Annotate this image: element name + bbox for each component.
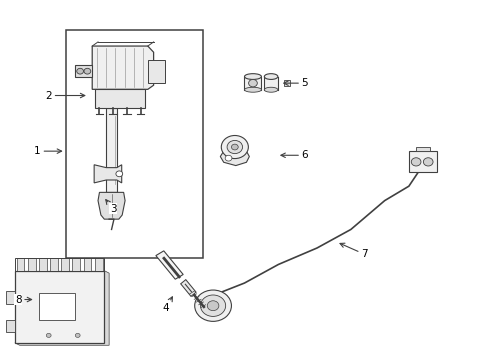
Circle shape <box>226 140 242 154</box>
Circle shape <box>224 155 231 161</box>
Bar <box>408 151 436 172</box>
Bar <box>415 147 429 151</box>
Text: 6: 6 <box>280 150 307 160</box>
Polygon shape <box>98 192 125 219</box>
Bar <box>95 258 102 271</box>
Text: 2: 2 <box>45 90 84 100</box>
Polygon shape <box>156 251 183 279</box>
Circle shape <box>75 333 80 337</box>
Bar <box>106 108 117 192</box>
Circle shape <box>231 144 238 150</box>
Text: 1: 1 <box>34 146 61 156</box>
Bar <box>75 66 92 77</box>
Text: 3: 3 <box>105 200 116 214</box>
Circle shape <box>84 68 91 74</box>
Circle shape <box>207 301 219 311</box>
Circle shape <box>46 333 51 337</box>
Circle shape <box>200 295 225 316</box>
Circle shape <box>423 158 432 166</box>
Bar <box>72 258 80 271</box>
Polygon shape <box>220 151 249 166</box>
Bar <box>61 258 69 271</box>
Circle shape <box>194 290 231 321</box>
Bar <box>6 291 15 303</box>
Text: 7: 7 <box>339 243 367 259</box>
Text: 8: 8 <box>15 294 32 305</box>
Bar <box>95 89 145 108</box>
Bar <box>39 258 46 271</box>
Bar <box>15 271 104 343</box>
Bar <box>6 320 15 333</box>
Bar <box>39 293 75 320</box>
Ellipse shape <box>244 74 261 80</box>
Ellipse shape <box>264 74 277 80</box>
Circle shape <box>221 135 248 158</box>
Ellipse shape <box>264 87 277 92</box>
Bar <box>244 77 261 90</box>
Bar <box>15 258 104 271</box>
Polygon shape <box>92 46 153 89</box>
Text: 4: 4 <box>163 297 172 313</box>
Text: 5: 5 <box>283 78 307 88</box>
Circle shape <box>116 171 122 177</box>
Bar <box>65 30 203 258</box>
Polygon shape <box>15 271 109 345</box>
Bar <box>17 258 24 271</box>
Bar <box>28 258 36 271</box>
Bar <box>50 258 58 271</box>
Bar <box>284 80 289 86</box>
Circle shape <box>248 80 257 87</box>
Ellipse shape <box>244 87 261 92</box>
Bar <box>147 60 164 83</box>
Circle shape <box>410 158 420 166</box>
Polygon shape <box>94 165 122 183</box>
Bar <box>83 258 91 271</box>
Circle shape <box>77 68 83 74</box>
Bar <box>264 77 277 90</box>
